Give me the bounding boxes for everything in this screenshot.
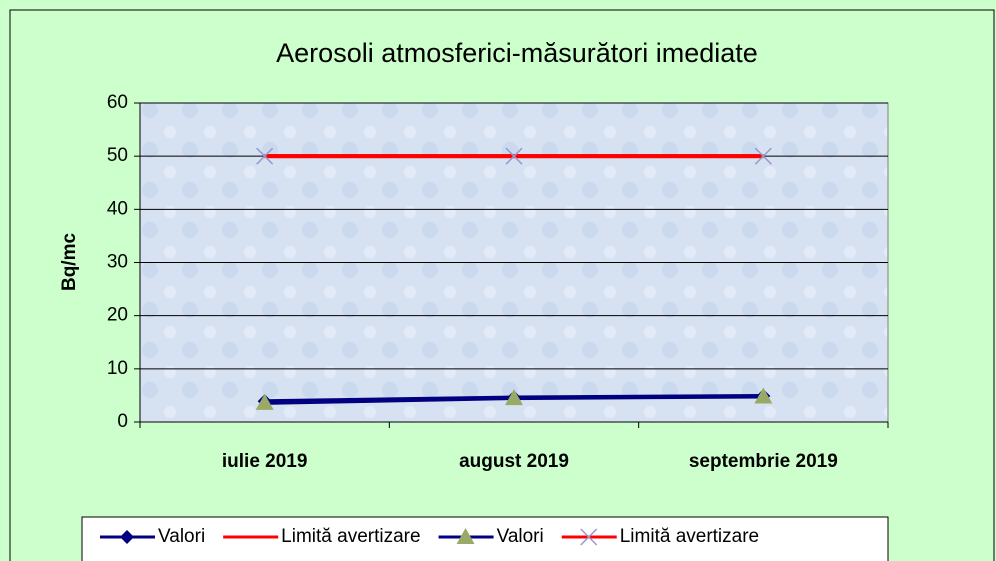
marker [754, 387, 773, 404]
y-tick-label: 40 [107, 198, 128, 219]
chart-title: Aerosoli atmosferici-măsurători imediate [276, 38, 758, 68]
marker [120, 530, 134, 544]
y-tick-label: 50 [107, 145, 128, 166]
legend-label: Limită avertizare [281, 526, 420, 547]
marker [754, 147, 772, 165]
marker [505, 389, 523, 406]
y-tick-label: 60 [107, 92, 128, 113]
legend-label: Valori [158, 526, 205, 547]
y-tick-label: 10 [107, 358, 128, 379]
marker [580, 528, 598, 546]
legend [81, 516, 889, 561]
x-tick-label: iulie 2019 [222, 451, 308, 472]
marker [456, 528, 475, 544]
legend-label: Limită avertizare [620, 526, 759, 547]
y-tick-label: 0 [117, 411, 128, 432]
marker [256, 147, 274, 165]
marker [255, 393, 274, 410]
x-tick-label: septembrie 2019 [689, 451, 838, 472]
legend-label: Valori [497, 526, 544, 547]
y-axis-label: Bq/mc [59, 233, 80, 292]
y-tick-label: 30 [107, 252, 128, 273]
marker [505, 147, 523, 165]
x-tick-label: august 2019 [459, 451, 569, 472]
y-tick-label: 20 [107, 305, 128, 326]
